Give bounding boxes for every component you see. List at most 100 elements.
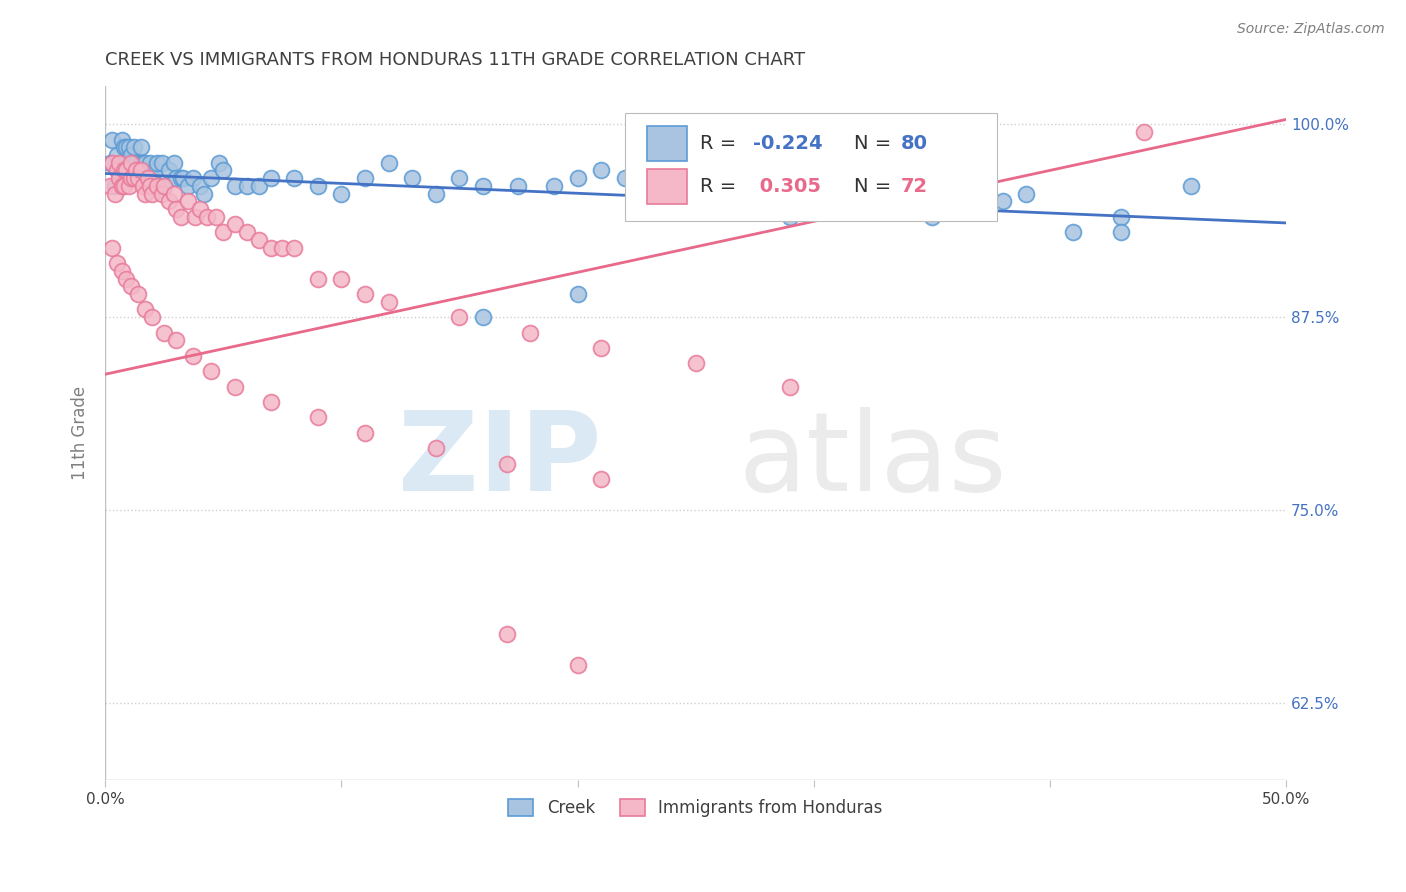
Point: [259, 171, 281, 186]
Point: [613, 171, 636, 186]
Point: [207, 155, 229, 169]
Point: [98, 178, 121, 193]
Point: [141, 171, 163, 186]
Point: [685, 178, 707, 193]
Point: [354, 287, 377, 301]
Point: [779, 379, 801, 393]
Text: 80: 80: [901, 134, 928, 153]
Point: [354, 425, 377, 440]
Point: [125, 163, 148, 178]
Point: [212, 225, 235, 239]
Point: [283, 241, 305, 255]
Point: [141, 186, 163, 201]
Point: [132, 155, 155, 169]
Point: [122, 140, 145, 154]
Point: [259, 241, 281, 255]
Point: [108, 163, 131, 178]
Point: [139, 155, 162, 169]
Point: [132, 171, 155, 186]
Point: [188, 178, 211, 193]
Point: [115, 271, 138, 285]
Point: [495, 626, 517, 640]
Point: [307, 178, 329, 193]
Y-axis label: 11th Grade: 11th Grade: [72, 386, 89, 480]
Point: [472, 178, 495, 193]
Point: [1062, 225, 1084, 239]
Point: [200, 171, 222, 186]
Text: atlas: atlas: [738, 408, 1007, 514]
Point: [1109, 225, 1132, 239]
Point: [354, 171, 377, 186]
Point: [425, 186, 447, 201]
Point: [508, 178, 530, 193]
Point: [125, 155, 148, 169]
Point: [827, 178, 849, 193]
Point: [129, 140, 152, 154]
Point: [157, 163, 180, 178]
Point: [105, 163, 128, 178]
Point: [188, 202, 211, 216]
Point: [991, 194, 1014, 209]
Point: [224, 218, 246, 232]
Point: [118, 155, 141, 169]
Point: [115, 171, 138, 186]
Point: [377, 155, 399, 169]
Point: [1133, 125, 1156, 139]
Point: [567, 657, 589, 672]
Text: N =: N =: [853, 134, 897, 153]
Point: [205, 210, 228, 224]
Point: [177, 178, 200, 193]
Point: [401, 171, 423, 186]
Point: [170, 210, 193, 224]
Point: [111, 132, 134, 146]
Point: [136, 171, 159, 186]
Point: [330, 186, 353, 201]
Point: [170, 171, 193, 186]
Point: [236, 225, 259, 239]
Point: [111, 178, 134, 193]
Point: [118, 140, 141, 154]
Point: [98, 155, 121, 169]
Point: [150, 155, 173, 169]
FancyBboxPatch shape: [624, 113, 997, 221]
Point: [1015, 186, 1038, 201]
Point: [259, 395, 281, 409]
Point: [134, 155, 156, 169]
Point: [105, 148, 128, 162]
Point: [779, 194, 801, 209]
Point: [120, 155, 142, 169]
Point: [108, 171, 131, 186]
Text: ZIP: ZIP: [398, 408, 602, 514]
Point: [153, 326, 176, 340]
Point: [112, 163, 135, 178]
Point: [153, 178, 176, 193]
Point: [122, 155, 145, 169]
Point: [731, 178, 754, 193]
Point: [181, 349, 204, 363]
Point: [127, 171, 149, 186]
Point: [134, 186, 156, 201]
Point: [591, 163, 613, 178]
Point: [172, 171, 194, 186]
Point: [184, 210, 207, 224]
Point: [591, 472, 613, 486]
Point: [519, 326, 541, 340]
Point: [283, 171, 305, 186]
Point: [118, 178, 141, 193]
Text: N =: N =: [853, 177, 897, 195]
Point: [449, 171, 471, 186]
Point: [165, 333, 187, 347]
Point: [425, 442, 447, 456]
Point: [143, 163, 166, 178]
Text: Source: ZipAtlas.com: Source: ZipAtlas.com: [1237, 22, 1385, 37]
Point: [195, 210, 218, 224]
Text: R =: R =: [700, 177, 742, 195]
Text: 0.305: 0.305: [754, 177, 821, 195]
Point: [921, 194, 943, 209]
Point: [153, 178, 176, 193]
Text: CREEK VS IMMIGRANTS FROM HONDURAS 11TH GRADE CORRELATION CHART: CREEK VS IMMIGRANTS FROM HONDURAS 11TH G…: [105, 51, 806, 69]
Point: [236, 178, 259, 193]
Text: R =: R =: [700, 134, 742, 153]
Point: [127, 171, 149, 186]
Point: [224, 178, 246, 193]
